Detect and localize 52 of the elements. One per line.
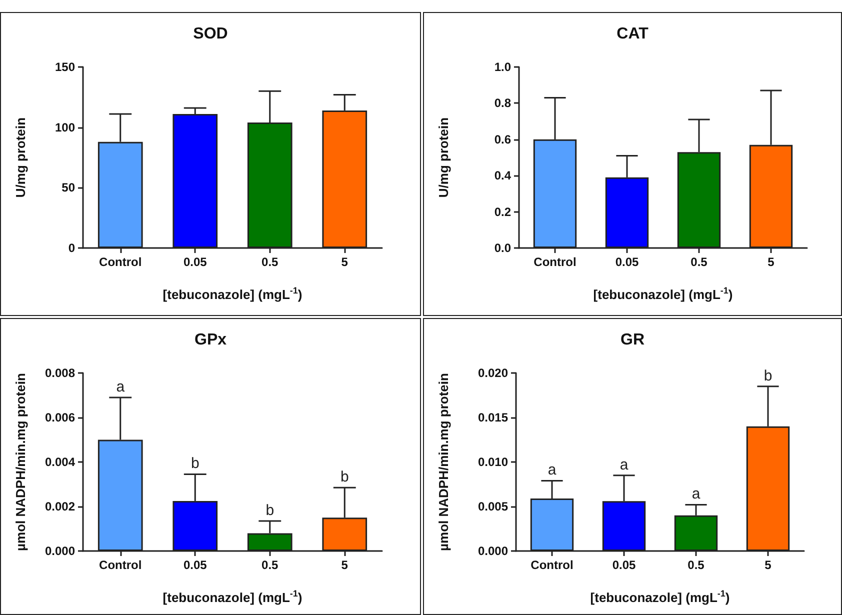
annotation: b: [764, 367, 772, 384]
y-axis-title: U/mg protein: [13, 117, 28, 198]
x-tick-label: 0.5: [690, 255, 708, 269]
x-tick-label: 5: [768, 255, 775, 269]
y-axis-title: µmol NADPH/min.mg protein: [13, 372, 28, 551]
x-tick-label: 0.05: [612, 558, 636, 572]
y-tick-label: 0.005: [478, 500, 508, 514]
x-tick-label: 0.05: [615, 255, 639, 269]
x-tick-label: Control: [530, 558, 574, 572]
x-tick-label: 0.5: [688, 558, 705, 572]
y-tick-label: 0.006: [44, 410, 76, 424]
annotation: a: [548, 462, 557, 479]
annotation: b: [340, 468, 349, 486]
y-tick-label: 100: [54, 120, 76, 134]
y-tick-label: 0.010: [478, 455, 508, 469]
x-tick-label: Control: [534, 255, 576, 269]
y-tick-label: 0.008: [44, 366, 76, 380]
x-tick-label: Control: [99, 255, 142, 269]
y-tick-label: 0.4: [494, 168, 512, 183]
y-tick-label: 0.002: [44, 500, 76, 514]
annotation: a: [692, 486, 701, 503]
y-tick-label: 0.000: [44, 544, 76, 558]
annotation: a: [620, 456, 629, 474]
y-tick-label: 0.6: [494, 132, 512, 146]
y-tick-label: 0.020: [478, 366, 508, 380]
y-tick-label: 50: [62, 180, 76, 195]
x-tick-label: 0.5: [262, 558, 279, 572]
chart-title: CAT: [616, 26, 649, 42]
x-tick-label: Control: [99, 558, 142, 572]
y-tick-label: 0.2: [494, 204, 512, 219]
chart-title: GPx: [194, 332, 227, 348]
x-tick-label: 0.5: [262, 255, 279, 269]
y-axis-title: µmol NADPH/min.mg protein: [436, 372, 451, 551]
chart-title: GR: [620, 332, 645, 348]
annotation: b: [190, 455, 200, 472]
y-tick-label: 0.0: [494, 241, 512, 255]
y-tick-label: 0: [68, 241, 76, 255]
chart-title: SOD: [193, 26, 228, 42]
y-tick-label: 0.8: [494, 96, 512, 110]
x-tick-label: 5: [764, 558, 772, 572]
y-tick-label: 0.000: [478, 544, 508, 558]
x-tick-label: 0.05: [183, 255, 208, 269]
annotation: a: [116, 378, 126, 396]
x-tick-label: 5: [341, 558, 348, 572]
annotation: b: [266, 502, 274, 519]
x-tick-label: 5: [341, 255, 348, 269]
x-tick-label: 0.05: [183, 558, 208, 572]
y-tick-label: 0.015: [478, 410, 508, 424]
y-tick-label: 150: [54, 60, 76, 74]
y-axis-title: U/mg protein: [436, 117, 451, 198]
y-tick-label: 0.004: [44, 455, 76, 469]
y-tick-label: 1.0: [494, 60, 512, 74]
